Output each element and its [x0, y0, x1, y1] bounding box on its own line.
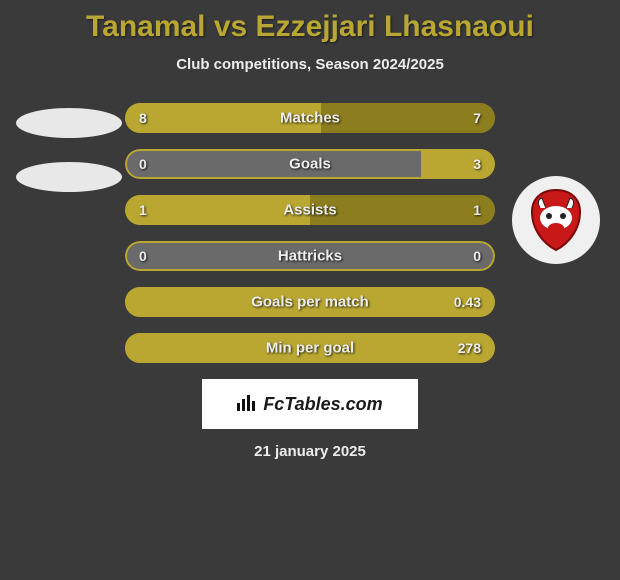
- stat-label: Matches: [280, 110, 340, 127]
- stat-row: Goals per match 0.43: [125, 287, 495, 317]
- bar-right-fill: [321, 103, 495, 133]
- stat-row: Min per goal 278: [125, 333, 495, 363]
- stat-value-left: 8: [139, 110, 147, 126]
- stat-value-right: 1: [473, 202, 481, 218]
- stat-value-left: 1: [139, 202, 147, 218]
- page-title: Tanamal vs Ezzejjari Lhasnaoui: [0, 0, 620, 44]
- chart-bars-icon: [237, 393, 257, 416]
- infographic-container: Tanamal vs Ezzejjari Lhasnaoui Club comp…: [0, 0, 620, 580]
- stat-row: Goals 0 3: [125, 149, 495, 179]
- bull-shield-icon: [520, 184, 592, 256]
- comparison-chart: Matches87Goals03Assists11Hattricks00Goal…: [125, 103, 495, 363]
- bar-right-fill: [421, 149, 495, 179]
- stat-row: Assists 1 1: [125, 195, 495, 225]
- stat-row: Matches 8 7: [125, 103, 495, 133]
- club-left-ellipse-2: [16, 162, 122, 192]
- club-right-logo: [512, 176, 600, 264]
- stat-value-right: 3: [473, 156, 481, 172]
- club-left-stack: [16, 108, 122, 216]
- brand-text: FcTables.com: [263, 394, 382, 415]
- bar-right-fill: [310, 195, 495, 225]
- stat-value-right: 0.43: [454, 294, 481, 310]
- madura-logo: [512, 176, 600, 264]
- stat-value-left: 0: [139, 248, 147, 264]
- stat-label: Goals per match: [251, 294, 369, 311]
- stat-value-right: 7: [473, 110, 481, 126]
- stat-value-right: 0: [473, 248, 481, 264]
- stat-label: Hattricks: [278, 248, 342, 265]
- club-left-ellipse-1: [16, 108, 122, 138]
- stat-row: Hattricks 0 0: [125, 241, 495, 271]
- stat-label: Min per goal: [266, 340, 354, 357]
- stat-label: Goals: [289, 156, 331, 173]
- stat-value-left: 0: [139, 156, 147, 172]
- bar-left-fill: [125, 195, 310, 225]
- stat-value-right: 278: [458, 340, 481, 356]
- date-label: 21 january 2025: [0, 443, 620, 460]
- brand-badge[interactable]: FcTables.com: [202, 379, 418, 429]
- subtitle: Club competitions, Season 2024/2025: [0, 56, 620, 73]
- stat-label: Assists: [283, 202, 336, 219]
